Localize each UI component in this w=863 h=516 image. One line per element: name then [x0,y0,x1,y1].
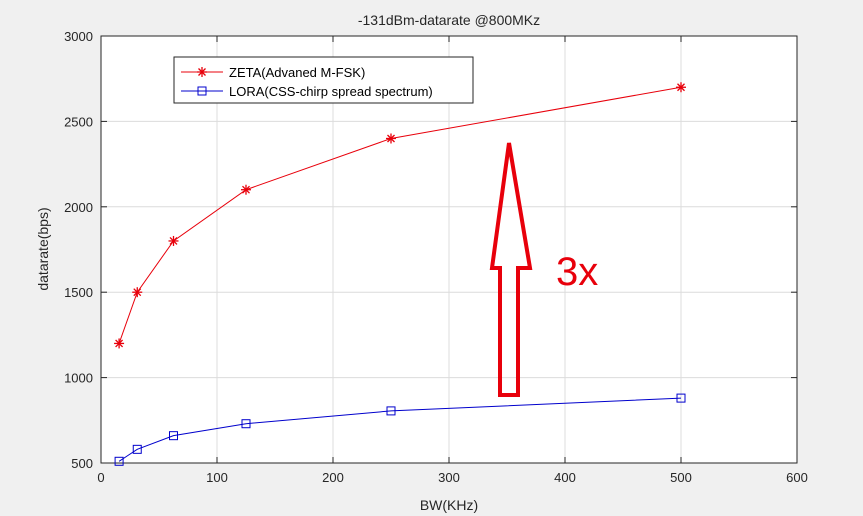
y-tick-label: 2500 [64,114,93,129]
series-line-lora [118,397,682,462]
square-marker [169,431,178,441]
legend-label: LORA(CSS-chirp spread spectrum) [229,84,433,99]
annotation-label: 3x [556,250,598,294]
y-axis-title: datarate(bps) [35,207,51,290]
up-arrow [489,142,533,397]
asterisk-marker [386,133,396,144]
series-line-zeta [118,86,682,344]
y-tick-label: 2000 [64,200,93,215]
legend-label: ZETA(Advaned M-FSK) [229,65,365,80]
square-marker [197,86,207,96]
asterisk-marker [168,235,179,246]
x-tick-label: 500 [670,470,692,485]
asterisk-marker [676,82,686,93]
grid [101,36,797,463]
square-marker [676,393,686,403]
square-marker [241,419,251,429]
chart-title: -131dBm-datarate @800MKz [358,12,540,28]
x-axis-title: BW(KHz) [420,497,478,513]
x-tick-label: 300 [438,470,460,485]
asterisk-marker [241,184,251,195]
asterisk-marker [197,67,207,77]
annotation: 3x [489,142,598,397]
square-marker [114,456,124,466]
x-tick-label: 600 [786,470,808,485]
x-tick-label: 200 [322,470,344,485]
y-tick-label: 500 [71,456,93,471]
x-tick-label: 0 [97,470,104,485]
asterisk-marker [114,338,125,349]
x-tick-label: 400 [554,470,576,485]
legend-box [173,56,474,104]
ticks: 0 100 200 300 400 500 600 500 1000 1500 2000 2500 30… [64,29,808,485]
asterisk-marker [132,287,143,298]
y-tick-label: 1000 [64,371,93,386]
legend[interactable]: ZETA(Advaned M-FSK) LORA(CSS-chirp spread… [173,56,474,104]
y-tick-label: 3000 [64,29,93,44]
x-tick-label: 100 [206,470,228,485]
y-tick-label: 1500 [64,285,93,300]
square-marker [386,406,396,416]
square-marker [132,444,142,454]
series [114,82,686,466]
